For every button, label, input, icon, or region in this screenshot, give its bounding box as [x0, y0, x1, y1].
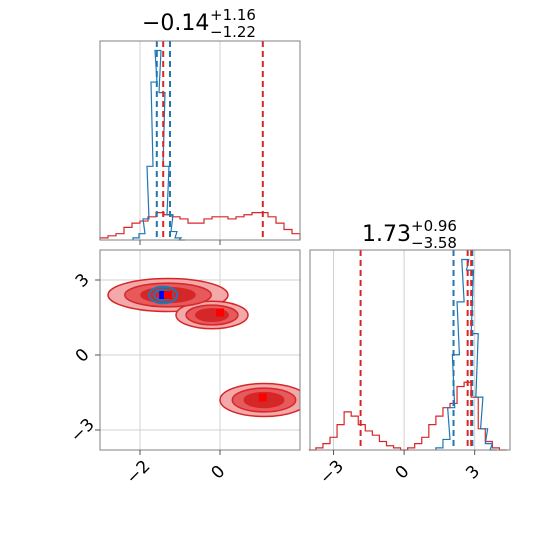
title-minus: −3.58 [411, 234, 457, 252]
contour-panel-bottom-left: −2 0 3 0 −3 [67, 249, 301, 489]
blue-density-contour [153, 288, 174, 302]
axis-frame [99, 249, 301, 451]
title-minus: −1.22 [210, 23, 256, 41]
histogram-panel-top-left [99, 40, 301, 245]
x-tick-label: 3 [462, 462, 484, 484]
estimate-marker [216, 308, 224, 317]
axis-frame [309, 249, 511, 451]
blue-histogram-series [132, 49, 185, 241]
title-plus: +0.96 [411, 217, 457, 235]
red-histogram-series [99, 212, 301, 240]
title-top-left: −0.14 +1.16 −1.22 [142, 6, 256, 41]
blue-density-contour [148, 285, 179, 305]
x-tick-label: 0 [392, 462, 414, 484]
y-tick-label: 0 [72, 345, 94, 367]
title-value: 1.73 [362, 222, 411, 247]
y-tick-label: −3 [67, 415, 99, 447]
estimate-marker [159, 291, 168, 299]
title-bottom-right: 1.73 +0.96 −3.58 [362, 217, 457, 252]
red-histogram-series [308, 381, 507, 451]
y-tick-label: 3 [72, 270, 94, 292]
estimate-marker [258, 393, 267, 402]
contour-layer [107, 277, 300, 418]
x-tick-label: −2 [123, 457, 155, 489]
axis-frame [99, 40, 301, 241]
title-value: −0.14 [142, 11, 209, 36]
x-tick-label: −3 [316, 457, 348, 489]
histogram-panel-bottom-right: −3 0 3 [308, 249, 511, 489]
blue-histogram-series [435, 258, 498, 451]
x-tick-label: 0 [208, 462, 230, 484]
title-plus: +1.16 [210, 6, 256, 24]
estimate-marker [164, 291, 172, 299]
